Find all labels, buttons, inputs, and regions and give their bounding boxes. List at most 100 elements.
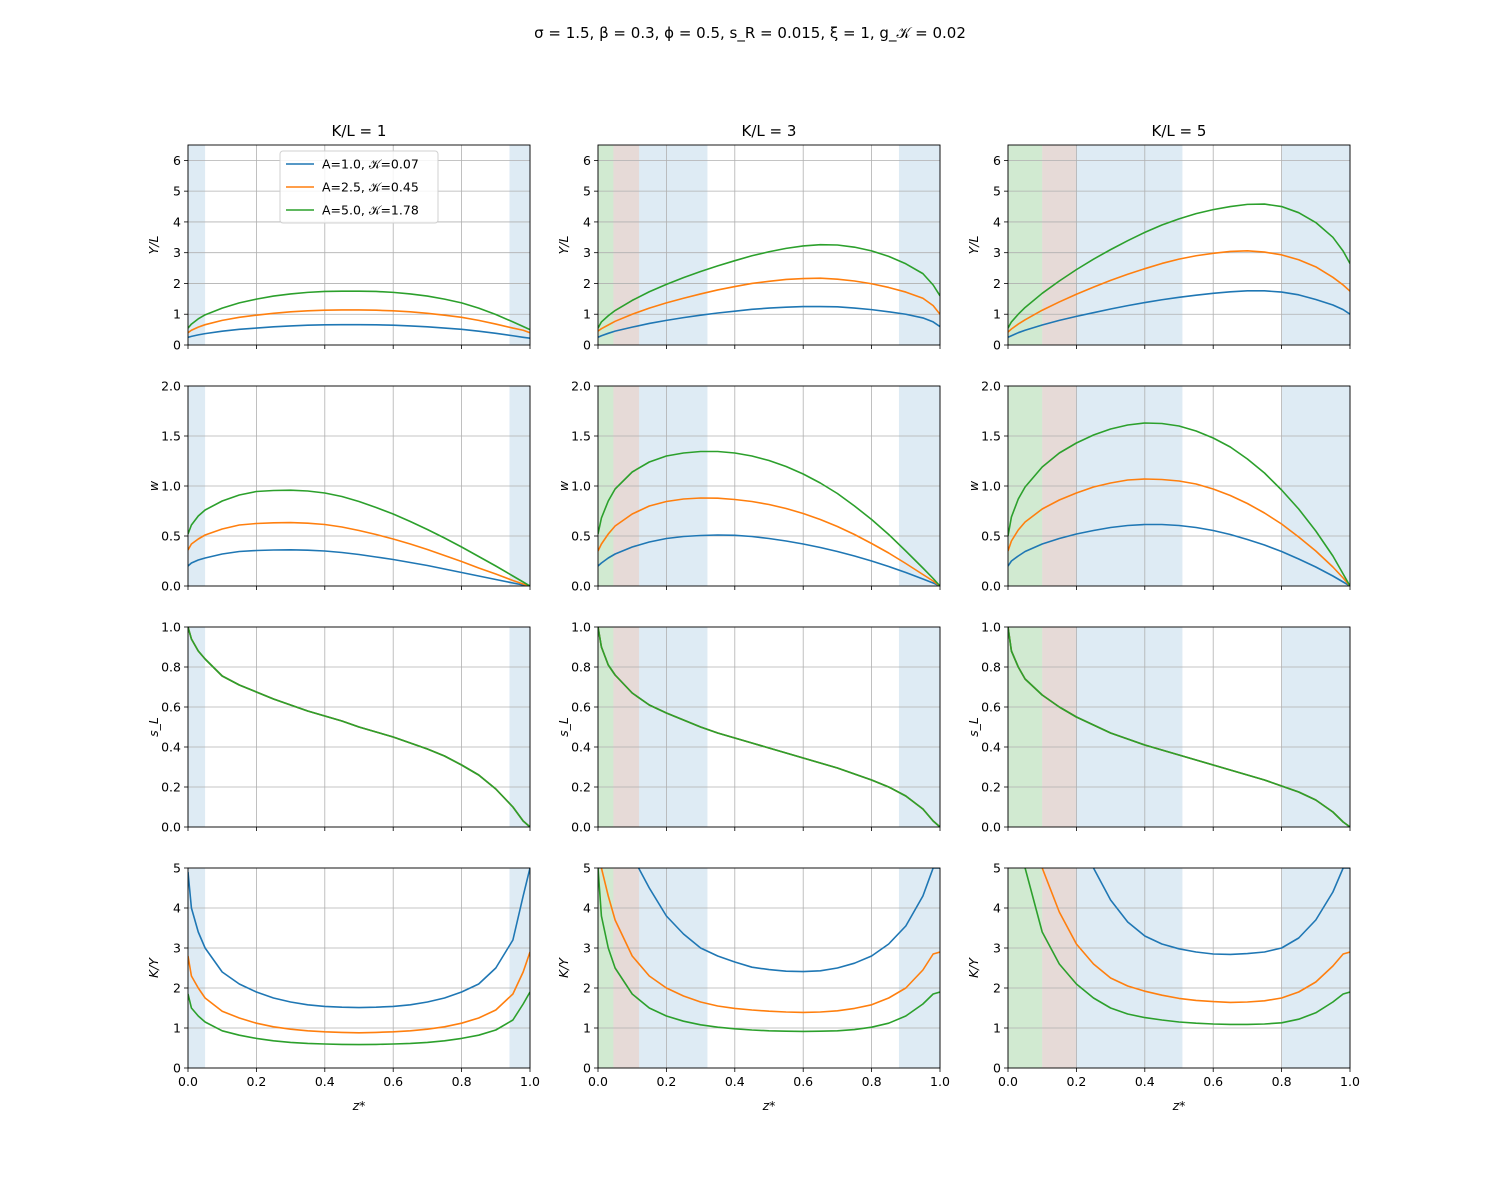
y-tick-label: 1	[583, 1021, 591, 1036]
shaded-region	[1076, 627, 1183, 827]
column-title: K/L = 3	[742, 122, 797, 140]
y-tick-label: 0.2	[161, 780, 181, 795]
shaded-region	[1008, 627, 1043, 827]
y-tick-label: 2	[173, 981, 181, 996]
shaded-region	[613, 868, 640, 1068]
y-tick-label: 5	[993, 184, 1001, 199]
y-axis-label: Y/L	[146, 236, 161, 255]
y-tick-label: 0	[583, 1061, 591, 1076]
axes-frame	[1007, 144, 1351, 346]
y-axis-label: w	[146, 480, 161, 491]
shaded-region	[188, 627, 206, 827]
x-tick-label: 0.0	[588, 1074, 608, 1089]
shaded-region	[639, 145, 708, 345]
shaded-region	[1076, 868, 1183, 1068]
shaded-region	[1042, 627, 1077, 827]
legend-entry: A=2.5, 𝒦=0.45	[322, 180, 419, 195]
y-tick-label: 5	[173, 184, 181, 199]
y-tick-label: 0.5	[571, 529, 591, 544]
x-tick-label: 0.4	[315, 1074, 335, 1089]
y-tick-label: 0.0	[981, 820, 1001, 835]
y-tick-label: 0.8	[981, 660, 1001, 675]
shaded-region	[509, 145, 530, 345]
y-tick-label: 0.8	[571, 660, 591, 675]
series-line	[1008, 422, 1350, 586]
shaded-region	[509, 868, 530, 1068]
y-tick-label: 6	[173, 153, 181, 168]
series-line	[188, 627, 530, 827]
series-line	[1008, 290, 1350, 339]
y-tick-label: 5	[583, 861, 591, 876]
y-tick-label: 1	[993, 1021, 1001, 1036]
y-tick-label: 1.0	[161, 479, 181, 494]
subplot: 0 1 2 3 4 5 6 Y/L A=1.0, 𝒦=0.07 A=2.5, 𝒦=0.45 A=5.…	[146, 144, 531, 353]
shaded-region	[1281, 868, 1350, 1068]
y-tick-label: 4	[993, 214, 1001, 229]
series-line	[188, 290, 530, 331]
legend-box	[279, 150, 439, 224]
y-axis-label: w	[556, 480, 571, 491]
y-tick-label: 4	[993, 901, 1001, 916]
y-tick-label: 6	[993, 153, 1001, 168]
column-title: K/L = 5	[1152, 122, 1207, 140]
series-line	[188, 309, 530, 334]
y-axis-label: K/Y	[966, 957, 981, 978]
y-tick-label: 3	[993, 941, 1001, 956]
y-tick-label: 0.0	[571, 579, 591, 594]
shaded-region	[1008, 145, 1043, 345]
subplot: 0.0 0.2 0.4 0.6 0.8 1.0 s_L	[146, 620, 531, 835]
x-tick-label: 0.6	[1203, 1074, 1223, 1089]
series-line	[188, 868, 530, 1009]
x-tick-label: 1.0	[520, 1074, 540, 1089]
series-line	[598, 243, 940, 329]
shaded-region	[1042, 868, 1077, 1068]
y-tick-label: 0.0	[981, 579, 1001, 594]
y-axis-label: Y/L	[966, 236, 981, 255]
series-line	[598, 450, 940, 586]
y-tick-label: 2	[583, 981, 591, 996]
x-tick-label: 0.0	[178, 1074, 198, 1089]
y-tick-label: 0.0	[161, 820, 181, 835]
series-line	[1008, 478, 1350, 586]
series-line	[598, 305, 940, 339]
y-tick-label: 0.2	[571, 780, 591, 795]
series-line	[1008, 250, 1350, 333]
y-tick-label: 0.5	[161, 529, 181, 544]
series-line	[598, 534, 940, 586]
legend-entry: A=1.0, 𝒦=0.07	[322, 157, 419, 172]
legend: A=1.0, 𝒦=0.07 A=2.5, 𝒦=0.45 A=5.0, 𝒦=1.78	[279, 150, 439, 224]
series-line	[600, 868, 940, 1014]
y-tick-label: 0.0	[571, 820, 591, 835]
y-tick-label: 1.5	[571, 429, 591, 444]
y-tick-label: 1.5	[161, 429, 181, 444]
y-tick-label: 1	[993, 307, 1001, 322]
y-tick-label: 3	[173, 941, 181, 956]
y-tick-label: 1.0	[981, 479, 1001, 494]
shaded-region	[639, 627, 708, 827]
y-tick-label: 4	[583, 214, 591, 229]
x-axis-label: z*	[1172, 1098, 1186, 1113]
y-tick-label: 1.0	[161, 620, 181, 635]
y-tick-label: 2	[583, 276, 591, 291]
x-tick-label: 0.2	[1066, 1074, 1086, 1089]
y-tick-label: 4	[173, 214, 181, 229]
shaded-region	[1281, 627, 1350, 827]
shaded-region	[613, 145, 640, 345]
x-tick-label: 0.4	[1135, 1074, 1155, 1089]
y-axis-label: w	[966, 480, 981, 491]
shaded-region	[1281, 145, 1350, 345]
series-line	[1008, 203, 1350, 329]
y-tick-label: 2.0	[981, 379, 1001, 394]
series-line	[188, 951, 530, 1034]
shaded-region	[898, 627, 940, 827]
series-line	[598, 627, 940, 827]
y-tick-label: 3	[173, 245, 181, 260]
x-tick-label: 0.4	[725, 1074, 745, 1089]
axes-frame	[597, 144, 941, 346]
shaded-region	[1008, 868, 1043, 1068]
axes-frame	[597, 626, 941, 828]
shaded-region	[1076, 145, 1183, 345]
y-tick-label: 0.6	[161, 700, 181, 715]
x-tick-label: 0.2	[656, 1074, 676, 1089]
x-tick-label: 1.0	[1340, 1074, 1360, 1089]
